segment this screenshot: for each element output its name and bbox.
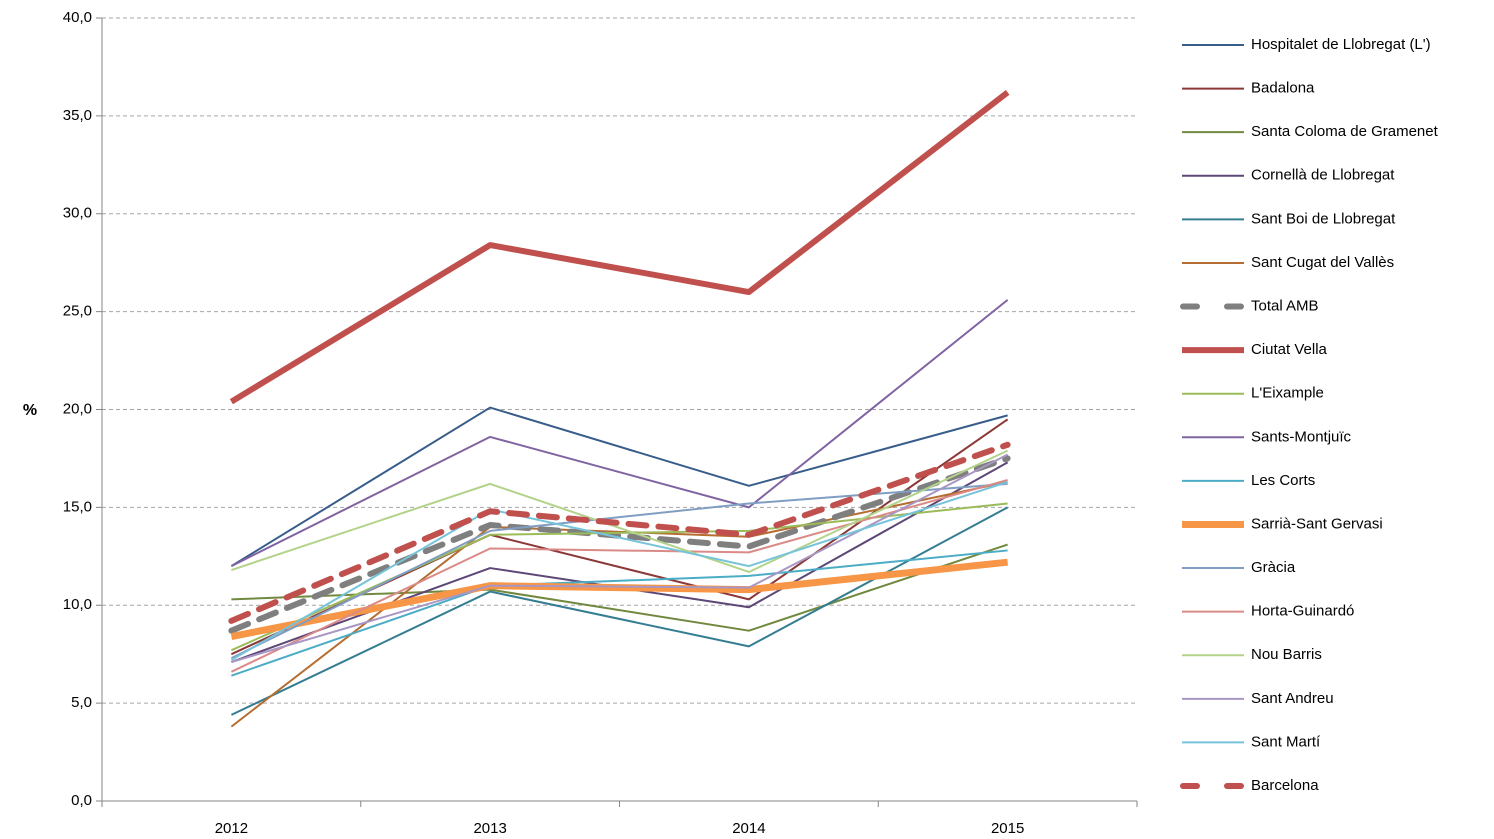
legend-label: L'Eixample <box>1251 385 1324 402</box>
y-tick-label: 15,0 <box>63 498 92 515</box>
legend-label: Les Corts <box>1251 472 1315 489</box>
x-tick-label: 2015 <box>991 820 1024 837</box>
legend-label: Gràcia <box>1251 559 1296 576</box>
x-tick-label: 2012 <box>215 820 248 837</box>
series-line <box>228 441 1011 624</box>
y-tick-label: 20,0 <box>63 400 92 417</box>
legend-label: Cornellà de Llobregat <box>1251 167 1395 184</box>
y-tick-label: 0,0 <box>71 792 92 809</box>
legend-label: Hospitalet de Llobregat (L') <box>1251 36 1431 53</box>
series-line <box>231 453 1009 663</box>
series-line <box>229 90 1010 405</box>
series-line <box>230 482 1008 659</box>
series-line <box>230 480 1008 728</box>
series-line <box>230 406 1008 567</box>
y-tick-label: 30,0 <box>63 205 92 222</box>
series-line <box>230 479 1008 673</box>
y-axis-label: % <box>23 402 37 419</box>
series-line <box>230 480 1008 661</box>
legend-label: Nou Barris <box>1251 646 1322 663</box>
legend-label: Horta-Guinardó <box>1251 603 1354 620</box>
series-line <box>231 449 1009 573</box>
legend-label: Sants-Montjuïc <box>1251 428 1352 445</box>
y-tick-label: 40,0 <box>63 9 92 26</box>
y-tick-label: 35,0 <box>63 107 92 124</box>
legend-label: Sant Cugat del Vallès <box>1251 254 1394 271</box>
series-line <box>231 549 1008 677</box>
legend-label: Barcelona <box>1251 777 1319 794</box>
legend-label: Sant Martí <box>1251 733 1321 750</box>
x-tick-label: 2014 <box>732 820 765 837</box>
legend-label: Total AMB <box>1251 297 1319 314</box>
x-tick-label: 2013 <box>473 820 506 837</box>
legend-label: Santa Coloma de Gramenet <box>1251 123 1439 140</box>
legend-label: Ciutat Vella <box>1251 341 1328 358</box>
y-tick-label: 10,0 <box>63 596 92 613</box>
legend-label: Sant Andreu <box>1251 690 1334 707</box>
y-tick-label: 5,0 <box>71 694 92 711</box>
series-line <box>228 455 1011 634</box>
legend-label: Badalona <box>1251 80 1315 97</box>
y-tick-label: 25,0 <box>63 303 92 320</box>
series-line <box>230 299 1009 567</box>
legend-label: Sant Boi de Llobregat <box>1251 210 1396 227</box>
legend-label: Sarrià-Sant Gervasi <box>1251 515 1383 532</box>
